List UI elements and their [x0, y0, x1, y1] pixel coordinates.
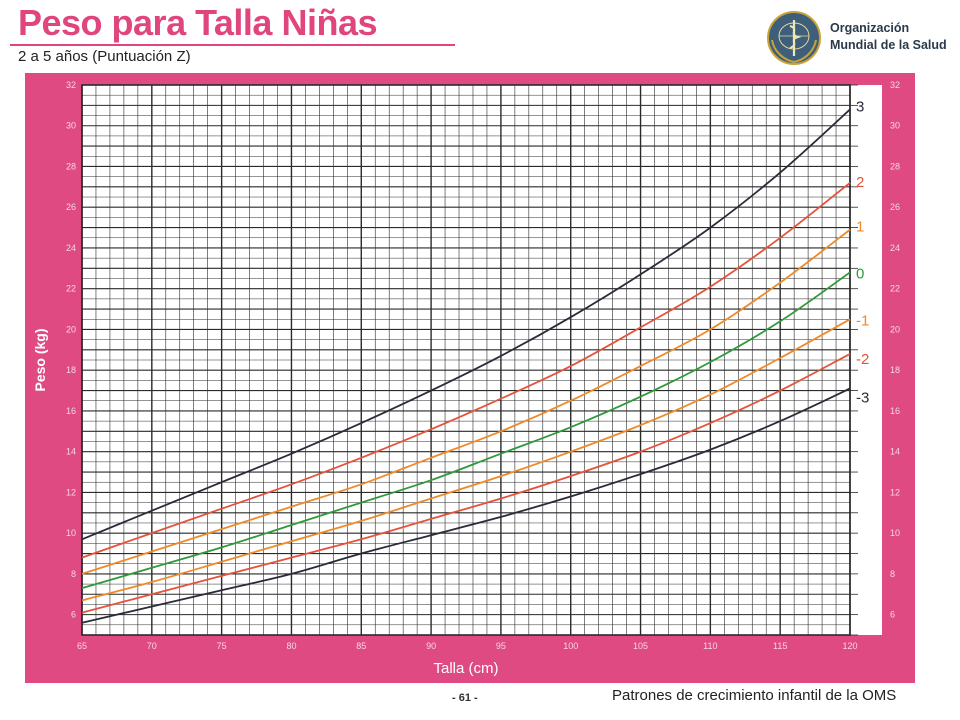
x-tick-label: 75	[217, 641, 227, 651]
x-tick-label: 100	[563, 641, 578, 651]
page-title: Peso para Talla Niñas	[18, 2, 378, 43]
plot-border	[81, 84, 851, 636]
z-score-line-minus3	[81, 387, 851, 624]
y-axis-label: Peso (kg)	[32, 328, 48, 391]
y-tick-label: 20	[66, 324, 76, 334]
organization-name: Organización Mundial de la Salud	[830, 20, 960, 54]
x-tick-label: 90	[426, 641, 436, 651]
y-tick-label: 6	[71, 610, 76, 620]
y-tick-label-right: 26	[890, 202, 900, 212]
y-tick-label: 16	[66, 406, 76, 416]
y-tick-label-right: 28	[890, 161, 900, 171]
label-strip	[850, 85, 882, 635]
y-tick-label: 18	[66, 365, 76, 375]
x-tick-label: 85	[356, 641, 366, 651]
footer-credit: Patrones de crecimiento infantil de la O…	[612, 687, 897, 704]
z-score-line-1	[81, 228, 851, 575]
z-score-line-2	[81, 182, 851, 559]
x-tick-label: 80	[286, 641, 296, 651]
x-tick-label: 115	[773, 641, 787, 651]
y-tick-label-right: 12	[890, 487, 900, 497]
organization-name-line2: Mundial de la Salud	[830, 38, 947, 52]
z-score-label: 3	[856, 98, 864, 115]
z-score-label: -3	[856, 390, 869, 407]
x-tick-label: 95	[496, 641, 506, 651]
y-tick-label: 22	[66, 284, 76, 294]
y-tick-label-right: 24	[890, 243, 900, 253]
y-tick-label-right: 22	[890, 284, 900, 294]
y-tick-label: 26	[66, 202, 76, 212]
x-tick-label: 120	[842, 641, 857, 651]
y-tick-label-right: 14	[890, 447, 900, 457]
y-tick-label: 8	[71, 569, 76, 579]
x-tick-label: 105	[633, 641, 648, 651]
z-score-line-minus1	[81, 318, 851, 602]
z-score-label: -2	[856, 351, 869, 368]
z-score-label: 1	[856, 219, 864, 236]
page-number: - 61 -	[452, 692, 478, 704]
y-tick-label-right: 30	[890, 121, 900, 131]
x-tick-label: 65	[77, 641, 87, 651]
z-score-label: 2	[856, 174, 864, 191]
y-tick-label-right: 18	[890, 365, 900, 375]
y-tick-label-right: 8	[890, 569, 895, 579]
who-emblem-icon	[767, 11, 821, 65]
y-tick-label-right: 10	[890, 528, 900, 538]
z-score-line-3	[81, 108, 851, 541]
y-tick-label-right: 20	[890, 324, 900, 334]
z-score-line-0	[81, 271, 851, 589]
z-score-label: 0	[856, 265, 864, 282]
chart-frame: 3 2 1 0 -1 -2 -3 65 70 75 80 85 90 95 100 105 110 115 120…	[25, 73, 915, 683]
organization-name-line1: Organización	[830, 21, 910, 35]
y-tick-label: 14	[66, 447, 76, 457]
x-tick-label: 70	[147, 641, 157, 651]
z-score-label: -1	[856, 312, 869, 329]
title-underline	[10, 44, 455, 46]
y-tick-label-right: 6	[890, 610, 895, 620]
y-tick-label-right: 16	[890, 406, 900, 416]
y-tick-label: 32	[66, 80, 76, 90]
page-subtitle: 2 a 5 años (Puntuación Z)	[18, 48, 191, 65]
y-tick-label: 30	[66, 121, 76, 131]
x-tick-label: 110	[703, 641, 717, 651]
y-tick-label-right: 32	[890, 80, 900, 90]
z-score-line-minus2	[81, 353, 851, 614]
y-tick-label: 24	[66, 243, 76, 253]
y-tick-label: 12	[66, 487, 76, 497]
y-tick-label: 28	[66, 161, 76, 171]
y-tick-label: 10	[66, 528, 76, 538]
x-axis-label: Talla (cm)	[433, 660, 498, 677]
